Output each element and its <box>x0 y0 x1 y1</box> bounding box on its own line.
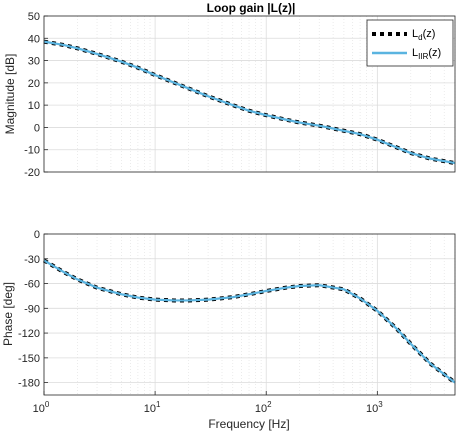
legend: Ld(z) LIIR(z) <box>366 19 454 67</box>
y-tick-label: -180 <box>18 378 40 390</box>
legend-label-ld: Ld(z) <box>412 28 435 42</box>
x-tick-label: 103 <box>366 400 383 415</box>
y-tick-label: 0 <box>34 122 40 134</box>
legend-label-liir: LIIR(z) <box>412 47 441 61</box>
series-line-liir <box>43 40 456 165</box>
magnitude-y-ticks: -20 -10 0 10 20 30 40 50 <box>24 11 48 179</box>
phase-series <box>42 258 457 385</box>
magnitude-axes-box <box>43 15 456 173</box>
phase-y-label: Phase [deg] <box>1 282 15 346</box>
x-tick-label: 102 <box>255 400 272 415</box>
magnitude-plot: -20 -10 0 10 20 30 40 50 Magnitude [dB] Ld(z) L… <box>3 11 456 179</box>
y-tick-label: 30 <box>28 56 40 68</box>
phase-axes-box <box>43 233 456 396</box>
y-tick-label: 50 <box>28 11 40 23</box>
phase-y-ticks: -180 -150 -120 -90 -60 -30 0 <box>18 229 48 390</box>
magnitude-series <box>43 39 456 166</box>
y-tick-label: -30 <box>24 254 40 266</box>
y-tick-label: -10 <box>24 145 40 157</box>
legend-box <box>366 19 454 67</box>
y-tick-label: 10 <box>28 100 40 112</box>
phase-plot: -180 -150 -120 -90 -60 -30 0 100 101 102 103 Phas… <box>1 229 457 431</box>
y-tick-label: 40 <box>28 33 40 45</box>
x-tick-label: 100 <box>33 400 50 415</box>
x-tick-label: 101 <box>144 400 161 415</box>
chart-title: Loop gain |L(z)| <box>207 1 296 15</box>
y-tick-label: -90 <box>24 303 40 315</box>
series-line-liir <box>43 259 456 384</box>
y-tick-label: -150 <box>18 353 40 365</box>
frequency-x-ticks: 100 101 102 103 <box>33 391 383 415</box>
x-axis-label: Frequency [Hz] <box>208 417 289 431</box>
magnitude-grid <box>43 15 456 173</box>
y-tick-label: 20 <box>28 78 40 90</box>
y-tick-label: -120 <box>18 328 40 340</box>
y-tick-label: -20 <box>24 167 40 179</box>
y-tick-label: -60 <box>24 279 40 291</box>
y-tick-label: 0 <box>34 229 40 241</box>
magnitude-y-label: Magnitude [dB] <box>3 54 17 135</box>
